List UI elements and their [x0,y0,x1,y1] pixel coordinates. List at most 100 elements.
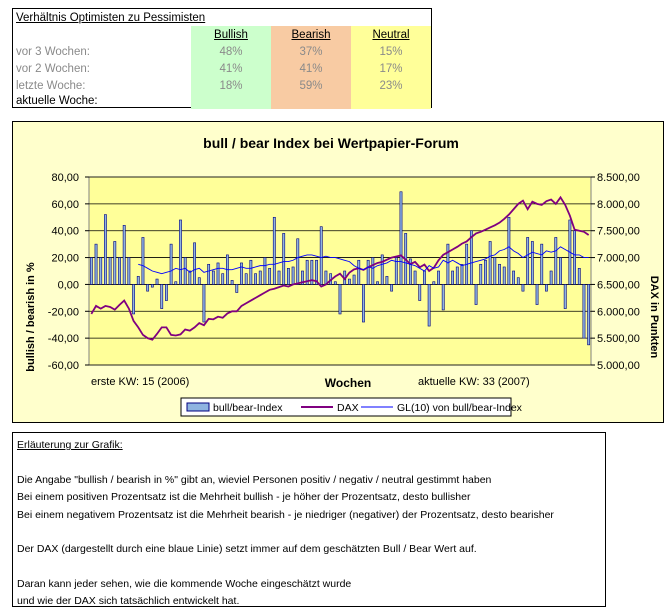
bar [376,281,379,285]
bar [132,284,135,315]
y-right-tick-label: 7.000,00 [597,253,640,265]
legend-bar-swatch [186,402,210,412]
chart-frame: bull / bear Index bei Wertpapier-Forum 8… [12,121,664,423]
bar [408,258,412,285]
bar [272,216,276,285]
y-left-tick-label: 40,00 [51,226,79,238]
bullish-value: 18% [191,77,271,95]
bar [559,257,562,285]
bar [333,281,337,285]
bar [197,277,201,285]
bar [474,284,478,305]
y-right-tick-label: 8.000,00 [597,199,640,211]
spacer [17,559,601,576]
bar [545,284,548,292]
bar [207,263,211,285]
y-left-tick-label: -60,00 [48,360,79,372]
bearish-value: 41% [271,60,351,78]
explanation-box: Erläuterung zur Grafik: Die Angabe "bull… [12,432,606,607]
bar [324,270,328,285]
bar [399,191,403,285]
bar [221,273,225,285]
bar [521,284,525,292]
header-neutral: Neutral [351,26,431,44]
bar [99,257,103,285]
neutral-value: 15% [351,43,431,61]
bar [427,284,431,327]
bar [512,270,515,285]
bar [249,259,253,285]
bar [104,214,107,285]
table-row: letzte Woche: 18% 59% 23% [13,77,431,95]
bearish-value [271,93,351,109]
bar [188,270,192,285]
bearish-value: 37% [271,43,351,61]
bar [352,274,356,285]
bar [169,243,173,285]
bar [183,257,187,285]
table-title: Verhältnis Optimisten zu Pessimisten [16,12,206,24]
table-row: aktuelle Woche: [13,93,431,109]
y-right-tick-label: 6.000,00 [597,306,640,318]
bar [230,280,234,285]
bar [113,241,117,285]
table-row: vor 2 Wochen: 41% 41% 17% [13,60,431,78]
bar [310,259,314,285]
bar [441,284,445,311]
header-bearish: Bearish [271,26,351,44]
bar [235,284,239,293]
bar [432,281,436,285]
bar [582,284,586,339]
bar [179,219,182,285]
bar [202,284,206,323]
bar [394,257,398,285]
table-header-row: Bullish Bearish Neutral [13,26,431,44]
bar [122,225,126,285]
bar [301,270,304,285]
bar [193,242,196,285]
bearish-value: 59% [271,77,351,95]
bar [540,243,544,285]
bar [240,262,243,285]
row-label: vor 2 Wochen: [16,63,90,75]
bar [357,259,361,285]
bar [488,241,492,285]
bullish-value: 41% [191,60,271,78]
legend-label-gl: GL(10) von bull/bear-Index [397,402,523,414]
bar [315,259,318,285]
table-title-row: Verhältnis Optimisten zu Pessimisten [13,9,431,27]
row-label: vor 3 Wochen: [16,46,90,58]
bar [535,284,539,305]
explanation-line: Bei einem positiven Prozentsatz ist die … [17,491,471,503]
bar [305,259,309,285]
bar [268,268,272,285]
header-spacer [13,26,191,44]
bar [174,281,178,285]
bar [563,284,567,309]
bar [165,284,168,301]
y-right-tick-label: 5.500,00 [597,333,640,345]
bar [516,277,520,285]
legend-label-bar: bull/bear-Index [213,402,283,414]
y-right-tick-label: 6.500,00 [597,279,640,291]
bar [455,266,459,285]
x-start-label: erste KW: 15 (2006) [91,376,189,388]
bar [277,270,281,285]
legend-box [180,397,512,417]
bar [362,284,365,323]
bar [160,284,164,309]
bar [127,257,131,285]
bar [118,257,121,285]
explanation-heading: Erläuterung zur Grafik: [17,439,123,451]
bar [371,257,375,285]
bar [141,237,145,285]
y-right-tick-label: 7.500,00 [597,226,640,238]
spacer [17,455,601,472]
ratio-table: Verhältnis Optimisten zu Pessimisten Bul… [12,8,432,109]
bar [319,226,323,285]
bar [338,284,342,315]
bar [282,233,286,285]
explanation-line: Daran kann jeder sehen, wie die kommende… [17,577,352,590]
bar [380,254,384,285]
explanation-line: Der DAX (dargestellt durch eine blaue Li… [17,543,477,555]
